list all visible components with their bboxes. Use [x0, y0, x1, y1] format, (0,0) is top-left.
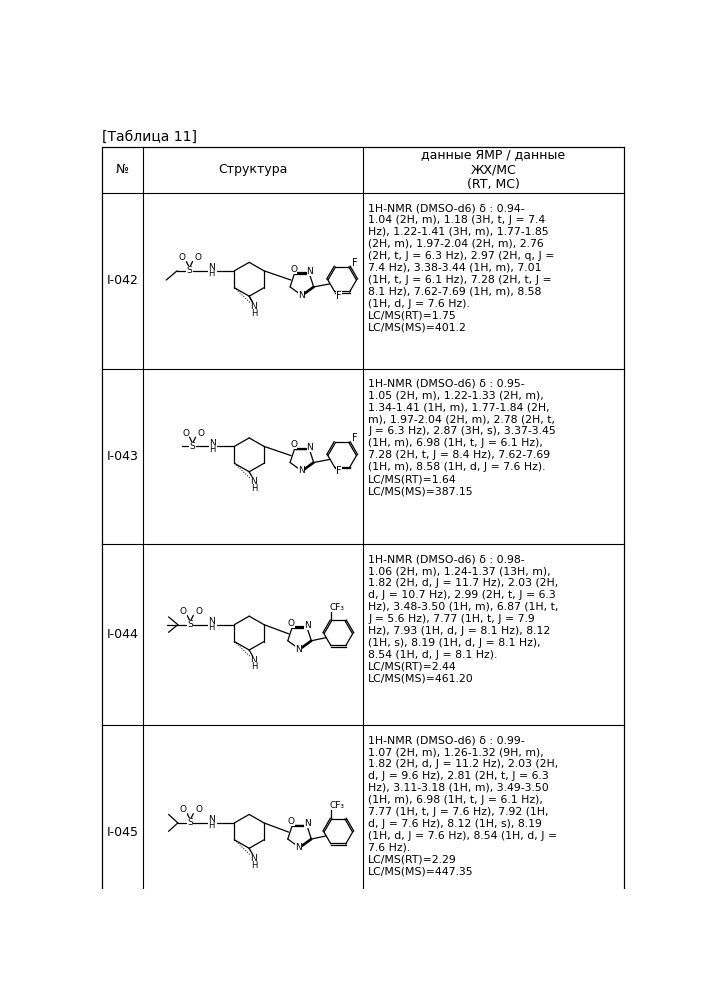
Text: S: S [187, 818, 193, 827]
Text: O: O [196, 805, 203, 814]
Text: №: № [116, 164, 129, 177]
Text: H: H [210, 445, 216, 454]
Text: H: H [252, 662, 258, 671]
Text: 1.05 (2H, m), 1.22-1.33 (2H, m),: 1.05 (2H, m), 1.22-1.33 (2H, m), [368, 391, 544, 401]
Text: Hz), 3.11-3.18 (1H, m), 3.49-3.50: Hz), 3.11-3.18 (1H, m), 3.49-3.50 [368, 783, 549, 793]
Text: F: F [336, 291, 341, 301]
Text: S: S [186, 267, 192, 276]
Text: F: F [336, 467, 341, 477]
Text: O: O [196, 607, 203, 616]
Text: H: H [208, 623, 215, 632]
Text: N: N [304, 819, 311, 828]
Text: H: H [252, 309, 258, 318]
Text: [Таблица 11]: [Таблица 11] [102, 130, 196, 144]
Text: Hz), 1.22-1.41 (3H, m), 1.77-1.85: Hz), 1.22-1.41 (3H, m), 1.77-1.85 [368, 227, 549, 237]
Text: m), 1.97-2.04 (2H, m), 2.78 (2H, t,: m), 1.97-2.04 (2H, m), 2.78 (2H, t, [368, 415, 555, 425]
Text: d, J = 7.6 Hz), 8.12 (1H, s), 8.19: d, J = 7.6 Hz), 8.12 (1H, s), 8.19 [368, 818, 542, 828]
Text: N: N [250, 478, 257, 487]
Text: 1H-NMR (DMSO-d6) δ : 0.98-: 1H-NMR (DMSO-d6) δ : 0.98- [368, 554, 525, 564]
Text: данные ЯМР / данные
ЖХ/МС
(RT, МС): данные ЯМР / данные ЖХ/МС (RT, МС) [421, 149, 566, 192]
Text: N: N [304, 621, 311, 630]
Text: N: N [295, 843, 302, 852]
Text: F: F [352, 434, 358, 444]
Text: LC/MS(RT)=1.64: LC/MS(RT)=1.64 [368, 475, 457, 485]
Text: 8.54 (1H, d, J = 8.1 Hz).: 8.54 (1H, d, J = 8.1 Hz). [368, 649, 498, 659]
Text: S: S [190, 442, 196, 451]
Text: 7.6 Hz).: 7.6 Hz). [368, 842, 410, 852]
Text: F: F [352, 258, 358, 268]
Text: N: N [207, 617, 215, 626]
Text: LC/MS(MS)=387.15: LC/MS(MS)=387.15 [368, 487, 474, 497]
Text: 1.34-1.41 (1H, m), 1.77-1.84 (2H,: 1.34-1.41 (1H, m), 1.77-1.84 (2H, [368, 403, 550, 413]
Text: 1.82 (2H, d, J = 11.7 Hz), 2.03 (2H,: 1.82 (2H, d, J = 11.7 Hz), 2.03 (2H, [368, 578, 559, 588]
Text: O: O [288, 618, 295, 627]
Text: N: N [250, 302, 257, 311]
Text: I-045: I-045 [107, 826, 139, 839]
Text: Структура: Структура [219, 164, 287, 177]
Text: (1H, d, J = 7.6 Hz), 8.54 (1H, d, J =: (1H, d, J = 7.6 Hz), 8.54 (1H, d, J = [368, 830, 557, 840]
Text: LC/MS(MS)=447.35: LC/MS(MS)=447.35 [368, 866, 474, 876]
Text: LC/MS(RT)=2.44: LC/MS(RT)=2.44 [368, 661, 457, 671]
Text: H: H [208, 821, 215, 830]
Text: N: N [207, 815, 215, 824]
Text: 1.06 (2H, m), 1.24-1.37 (13H, m),: 1.06 (2H, m), 1.24-1.37 (13H, m), [368, 566, 551, 576]
Text: d, J = 10.7 Hz), 2.99 (2H, t, J = 6.3: d, J = 10.7 Hz), 2.99 (2H, t, J = 6.3 [368, 590, 556, 600]
Text: N: N [295, 644, 302, 653]
Text: 7.4 Hz), 3.38-3.44 (1H, m), 7.01: 7.4 Hz), 3.38-3.44 (1H, m), 7.01 [368, 263, 542, 273]
Text: 1H-NMR (DMSO-d6) δ : 0.95-: 1H-NMR (DMSO-d6) δ : 0.95- [368, 379, 525, 389]
Text: 7.28 (2H, t, J = 8.4 Hz), 7.62-7.69: 7.28 (2H, t, J = 8.4 Hz), 7.62-7.69 [368, 451, 550, 461]
Text: N: N [207, 263, 215, 272]
Text: 1.07 (2H, m), 1.26-1.32 (9H, m),: 1.07 (2H, m), 1.26-1.32 (9H, m), [368, 747, 544, 757]
Text: N: N [210, 439, 216, 448]
Text: (1H, m), 8.58 (1H, d, J = 7.6 Hz).: (1H, m), 8.58 (1H, d, J = 7.6 Hz). [368, 463, 545, 473]
Text: O: O [182, 429, 189, 438]
Text: N: N [250, 854, 257, 863]
Text: I-044: I-044 [107, 628, 138, 641]
Text: J = 6.3 Hz), 2.87 (3H, s), 3.37-3.45: J = 6.3 Hz), 2.87 (3H, s), 3.37-3.45 [368, 427, 556, 437]
Text: N: N [306, 267, 313, 276]
Text: (1H, m), 6.98 (1H, t, J = 6.1 Hz),: (1H, m), 6.98 (1H, t, J = 6.1 Hz), [368, 439, 543, 449]
Text: LC/MS(MS)=461.20: LC/MS(MS)=461.20 [368, 673, 474, 683]
Text: O: O [194, 253, 201, 262]
Text: 1.82 (2H, d, J = 11.2 Hz), 2.03 (2H,: 1.82 (2H, d, J = 11.2 Hz), 2.03 (2H, [368, 759, 559, 769]
Text: H: H [208, 270, 215, 279]
Text: 1H-NMR (DMSO-d6) δ : 0.99-: 1H-NMR (DMSO-d6) δ : 0.99- [368, 735, 525, 745]
Text: I-043: I-043 [107, 450, 138, 463]
Text: LC/MS(MS)=401.2: LC/MS(MS)=401.2 [368, 323, 467, 333]
Text: 1H-NMR (DMSO-d6) δ : 0.94-: 1H-NMR (DMSO-d6) δ : 0.94- [368, 203, 525, 213]
Text: N: N [306, 443, 313, 452]
Text: LC/MS(RT)=2.29: LC/MS(RT)=2.29 [368, 854, 457, 864]
Text: O: O [290, 441, 297, 450]
Text: (1H, m), 6.98 (1H, t, J = 6.1 Hz),: (1H, m), 6.98 (1H, t, J = 6.1 Hz), [368, 795, 543, 805]
Text: O: O [290, 265, 297, 274]
Text: (1H, d, J = 7.6 Hz).: (1H, d, J = 7.6 Hz). [368, 299, 470, 309]
Text: d, J = 9.6 Hz), 2.81 (2H, t, J = 6.3: d, J = 9.6 Hz), 2.81 (2H, t, J = 6.3 [368, 771, 549, 781]
Text: (1H, s), 8.19 (1H, d, J = 8.1 Hz),: (1H, s), 8.19 (1H, d, J = 8.1 Hz), [368, 637, 540, 647]
Text: O: O [179, 805, 186, 814]
Text: S: S [187, 620, 193, 629]
Text: N: N [298, 291, 304, 300]
Text: CF₃: CF₃ [329, 602, 345, 611]
Text: LC/MS(RT)=1.75: LC/MS(RT)=1.75 [368, 311, 457, 321]
Text: (1H, t, J = 6.1 Hz), 7.28 (2H, t, J =: (1H, t, J = 6.1 Hz), 7.28 (2H, t, J = [368, 275, 552, 285]
Text: O: O [198, 429, 205, 438]
Text: N: N [250, 655, 257, 664]
Text: N: N [298, 467, 304, 476]
Text: Hz), 3.48-3.50 (1H, m), 6.87 (1H, t,: Hz), 3.48-3.50 (1H, m), 6.87 (1H, t, [368, 602, 559, 612]
Text: O: O [179, 253, 186, 262]
Text: Hz), 7.93 (1H, d, J = 8.1 Hz), 8.12: Hz), 7.93 (1H, d, J = 8.1 Hz), 8.12 [368, 625, 550, 635]
Text: 7.77 (1H, t, J = 7.6 Hz), 7.92 (1H,: 7.77 (1H, t, J = 7.6 Hz), 7.92 (1H, [368, 807, 549, 817]
Text: J = 5.6 Hz), 7.77 (1H, t, J = 7.9: J = 5.6 Hz), 7.77 (1H, t, J = 7.9 [368, 613, 535, 623]
Text: H: H [252, 861, 258, 870]
Text: O: O [288, 817, 295, 826]
Text: 8.1 Hz), 7.62-7.69 (1H, m), 8.58: 8.1 Hz), 7.62-7.69 (1H, m), 8.58 [368, 287, 542, 297]
Text: I-042: I-042 [107, 275, 138, 288]
Text: 1.04 (2H, m), 1.18 (3H, t, J = 7.4: 1.04 (2H, m), 1.18 (3H, t, J = 7.4 [368, 215, 545, 225]
Text: O: O [179, 607, 186, 616]
Text: (2H, t, J = 6.3 Hz), 2.97 (2H, q, J =: (2H, t, J = 6.3 Hz), 2.97 (2H, q, J = [368, 251, 554, 261]
Text: (2H, m), 1.97-2.04 (2H, m), 2.76: (2H, m), 1.97-2.04 (2H, m), 2.76 [368, 239, 544, 249]
Text: CF₃: CF₃ [329, 801, 345, 810]
Text: H: H [252, 485, 258, 494]
